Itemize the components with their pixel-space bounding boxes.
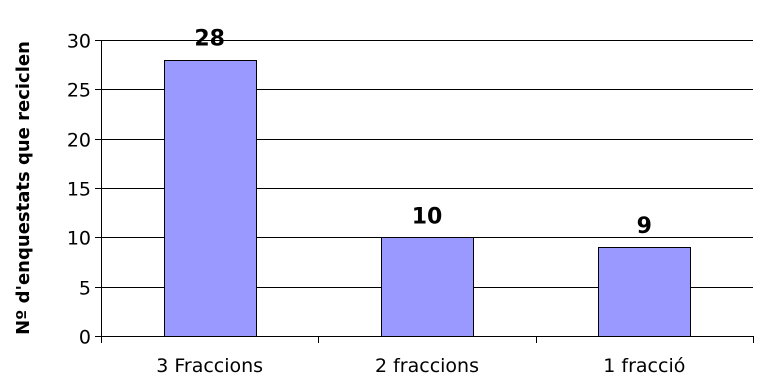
y-tick-labels: 0 5 10 15 20 25 30 (67, 31, 91, 349)
x-tick-marks (101, 336, 754, 343)
data-label: 9 (637, 214, 652, 239)
y-tick-label: 20 (67, 130, 91, 152)
y-tick-marks (95, 40, 101, 337)
bar-3 (598, 247, 691, 337)
x-tick-labels: 3 Fraccions 2 fraccions 1 fracció (156, 355, 685, 377)
bar-2 (381, 237, 474, 337)
data-label: 28 (194, 27, 225, 52)
data-label: 10 (412, 204, 443, 229)
data-labels: 28 10 9 (194, 27, 652, 239)
y-tick-label: 10 (67, 228, 91, 250)
y-tick-label: 30 (67, 31, 91, 53)
y-tick-label: 5 (79, 278, 91, 300)
x-tick-label: 3 Fraccions (156, 355, 263, 377)
y-tick-label: 15 (67, 179, 91, 201)
x-tick-label: 1 fracció (603, 355, 685, 377)
y-axis-title: Nº d'enquestats que reciclen (13, 41, 34, 335)
y-tick-label: 0 (79, 327, 91, 349)
x-tick-label: 2 fraccions (375, 355, 479, 377)
bars (164, 60, 691, 337)
bar-1 (164, 60, 257, 337)
y-tick-label: 25 (67, 80, 91, 102)
